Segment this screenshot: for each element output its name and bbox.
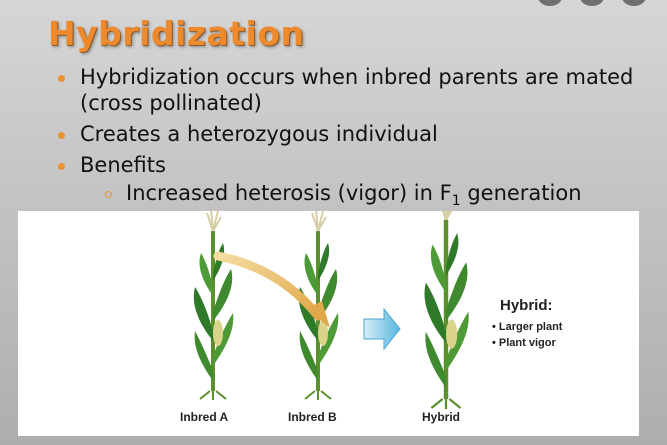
bullet-text: Creates a heterozygous individual [80, 122, 438, 146]
hybrid-box-title: Hybrid: [500, 297, 553, 314]
window-control-dot [538, 0, 562, 6]
inbred-a-plant [191, 211, 236, 402]
sub-bullet-ring-icon [105, 191, 112, 198]
hybrid-arrow-icon [363, 307, 401, 351]
label-inbred-a: Inbred A [180, 410, 229, 424]
bullet-text: Benefits [80, 153, 166, 177]
pollination-arrowhead [306, 301, 330, 328]
bullet-item: Creates a heterozygous individual [56, 121, 656, 147]
window-control-dot [622, 0, 646, 6]
slide-title: Hybridization [48, 14, 305, 53]
hybrid-plant [424, 211, 468, 409]
bullet-dot-icon [58, 132, 65, 139]
sub-bullet-text: Increased heterosis (vigor) in F [126, 181, 452, 205]
bullet-dot-icon [58, 163, 65, 170]
bullet-item: Hybridization occurs when inbred parents… [56, 64, 656, 116]
sub-bullet-text-end: generation [460, 181, 582, 205]
subscript-one: 1 [451, 193, 461, 210]
bullet-text: Hybridization occurs when inbred parents… [80, 65, 634, 115]
bullet-item: Benefits Increased heterosis (vigor) in … [56, 152, 656, 214]
plants-illustration [191, 211, 639, 436]
label-hybrid: Hybrid [422, 410, 461, 424]
hybrid-trait-item: • Plant vigor [492, 337, 556, 349]
label-inbred-b: Inbred B [288, 410, 337, 424]
bullet-list: Hybridization occurs when inbred parents… [56, 64, 656, 219]
sub-bullet-item: Increased heterosis (vigor) in F1 genera… [80, 180, 656, 214]
hybrid-trait-item: • Larger plant [492, 321, 563, 333]
bullet-dot-icon [58, 75, 65, 82]
window-control-dot [580, 0, 604, 6]
hybridization-figure: Inbred A Inbred B Hybrid Hybrid: • Large… [18, 211, 639, 436]
